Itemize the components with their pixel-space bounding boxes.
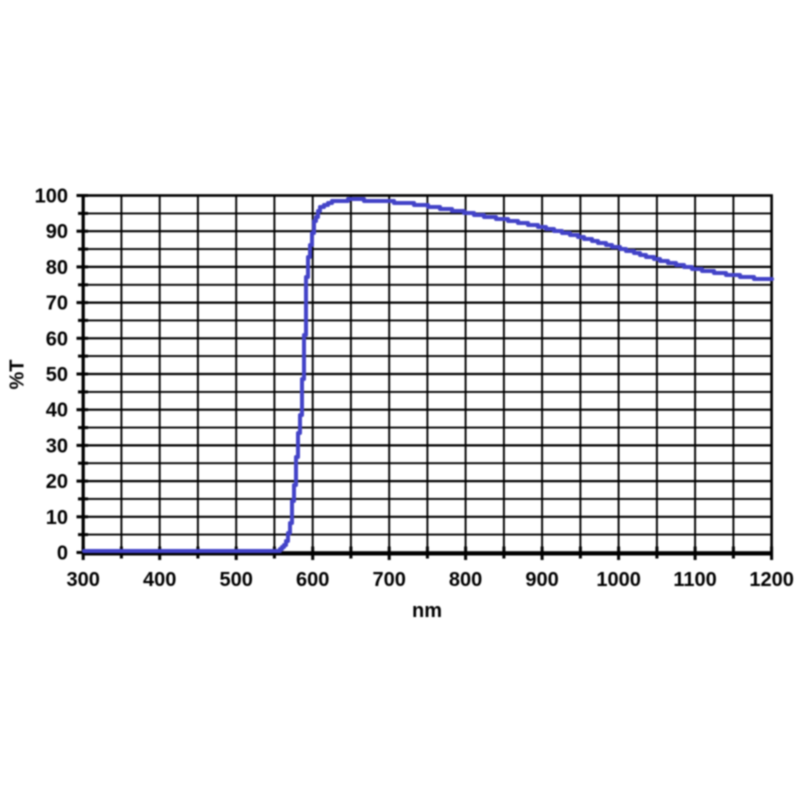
svg-text:100: 100 [35,186,68,208]
svg-text:50: 50 [46,364,68,386]
svg-text:70: 70 [46,293,68,315]
svg-text:20: 20 [46,471,68,493]
svg-text:600: 600 [296,569,329,591]
svg-text:30: 30 [46,435,68,457]
svg-text:40: 40 [46,400,68,422]
svg-text:1000: 1000 [596,569,641,591]
svg-text:60: 60 [46,328,68,350]
svg-text:800: 800 [449,569,482,591]
svg-text:80: 80 [46,257,68,279]
svg-text:10: 10 [46,507,68,529]
svg-text:900: 900 [525,569,558,591]
svg-text:nm: nm [412,600,442,622]
svg-text:500: 500 [220,569,253,591]
svg-text:300: 300 [67,569,100,591]
svg-text:0: 0 [57,543,68,565]
svg-text:90: 90 [46,221,68,243]
svg-text:%T: %T [7,360,29,390]
svg-text:1100: 1100 [673,569,716,591]
svg-text:1200: 1200 [749,569,794,591]
svg-text:400: 400 [143,569,176,591]
svg-text:700: 700 [373,569,406,591]
